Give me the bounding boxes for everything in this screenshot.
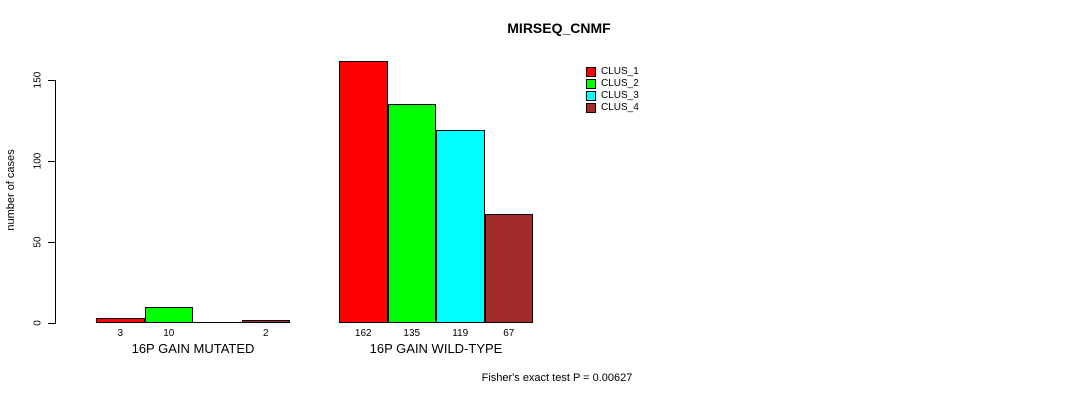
y-axis-tick <box>48 323 55 324</box>
bar-clus-2-16p-gain-wild-type <box>387 104 436 323</box>
bar-clus-1-16p-gain-mutated <box>96 318 145 323</box>
legend-swatch-clus-1 <box>586 67 596 77</box>
bar-value-label: 162 <box>354 328 372 339</box>
x-axis-group-label: 16P GAIN MUTATED <box>131 341 255 356</box>
legend-item-label: CLUS_3 <box>601 90 639 101</box>
y-axis-tick-label: 150 <box>32 71 44 89</box>
y-axis-tick-label: 50 <box>32 236 44 248</box>
bar-value-label: 10 <box>163 328 175 339</box>
bar-value-label: 119 <box>452 328 469 339</box>
bar-clus-4-16p-gain-mutated <box>241 320 290 323</box>
legend-item: CLUS_3 <box>586 90 639 102</box>
bar-value-label: 135 <box>403 328 421 339</box>
y-axis-tick <box>48 161 55 162</box>
legend-swatch-clus-2 <box>586 79 596 89</box>
legend-swatch-clus-4 <box>586 103 596 113</box>
legend-item: CLUS_2 <box>586 78 639 90</box>
bar-clus-3-16p-gain-wild-type <box>436 130 485 323</box>
y-axis-tick-label: 0 <box>32 320 44 326</box>
legend-item-label: CLUS_1 <box>601 66 639 77</box>
fisher-test-annotation: Fisher's exact test P = 0.00627 <box>481 372 633 384</box>
bar-clus-4-16p-gain-wild-type <box>484 214 533 323</box>
legend-item-label: CLUS_4 <box>601 102 639 113</box>
bar-clus-1-16p-gain-wild-type <box>339 61 388 323</box>
bar-value-label: 67 <box>503 328 515 339</box>
y-axis-tick <box>48 242 55 243</box>
legend-item: CLUS_4 <box>586 102 639 114</box>
y-axis-tick <box>48 80 55 81</box>
legend-swatch-clus-3 <box>586 91 596 101</box>
x-baseline <box>96 322 290 323</box>
legend-item: CLUS_1 <box>586 66 639 78</box>
y-axis-line <box>55 80 56 324</box>
bar-clus-2-16p-gain-mutated <box>144 307 193 323</box>
x-axis-group-label: 16P GAIN WILD-TYPE <box>369 341 503 356</box>
y-axis-tick-label: 100 <box>32 152 44 170</box>
bar-value-label: 2 <box>262 328 269 339</box>
bar-value-label: 3 <box>117 328 124 339</box>
legend: CLUS_1 CLUS_2 CLUS_3 CLUS_4 <box>586 66 639 114</box>
chart-title: MIRSEQ_CNMF <box>507 20 611 36</box>
y-axis-title: number of cases <box>5 149 17 231</box>
legend-item-label: CLUS_2 <box>601 78 639 89</box>
